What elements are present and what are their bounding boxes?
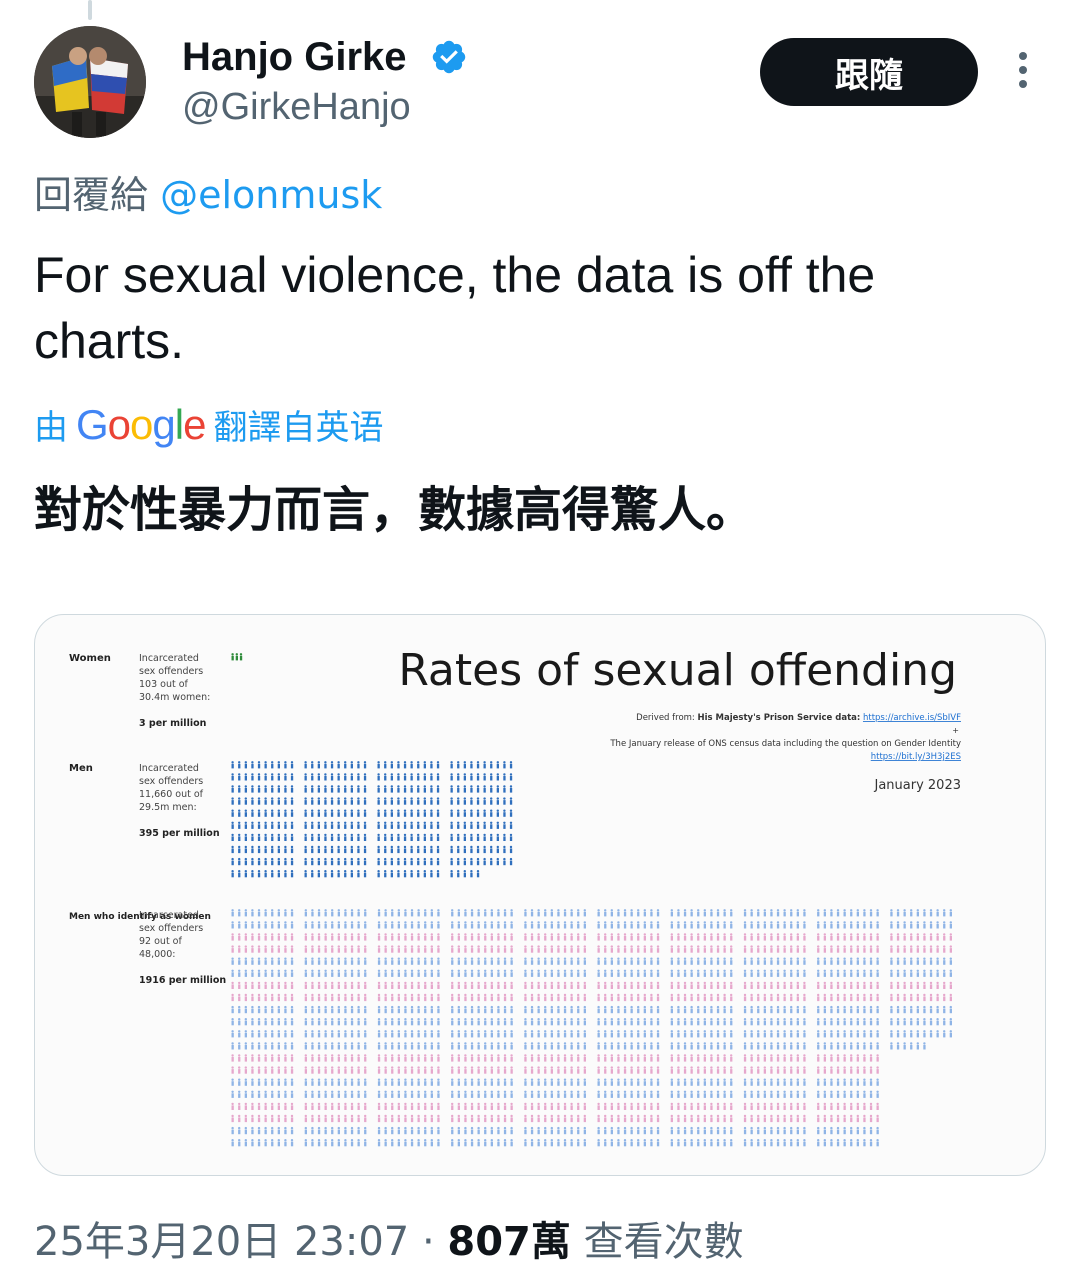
group-desc-line: 11,660 out of: [139, 789, 204, 800]
group-desc-line: 103 out of: [139, 679, 189, 690]
group-label-men: Men: [69, 763, 93, 774]
group-desc-line: 30.4m women:: [139, 692, 210, 703]
group-desc-line: 92 out of: [139, 936, 182, 947]
icon-grid-men: [231, 761, 513, 878]
translation-from: 翻譯自英语: [213, 408, 384, 448]
infographic-date: January 2023: [874, 778, 962, 793]
reply-prefix: 回覆給: [34, 173, 149, 217]
group-rate: 3 per million: [139, 718, 207, 729]
group-rate: 1916 per million: [139, 975, 226, 986]
reply-context: 回覆給 @elonmusk: [34, 172, 382, 218]
infographic-title: Rates of sexual offending: [398, 645, 957, 696]
tweet-text: For sexual violence, the data is off the…: [34, 247, 876, 369]
view-count-label: 查看次數: [570, 1219, 744, 1265]
icon-grid-women: [231, 653, 243, 661]
follow-button[interactable]: 跟隨: [760, 38, 978, 106]
author-handle[interactable]: @GirkeHanjo: [182, 86, 411, 128]
translation-by: 由: [34, 408, 68, 448]
translation-attribution[interactable]: 由 Google 翻譯自英语: [34, 400, 383, 449]
group-rate: 395 per million: [139, 828, 220, 839]
view-count: 807萬: [447, 1219, 571, 1265]
meta-separator: ·: [409, 1219, 448, 1265]
group-desc-line: Incarcerated: [139, 910, 199, 921]
tweet-image[interactable]: Women Incarcerated sex offenders 103 out…: [34, 614, 1046, 1176]
author-name[interactable]: Hanjo Girke: [182, 35, 407, 79]
group-desc-line: Incarcerated: [139, 763, 199, 774]
source-line-1: Derived from: His Majesty's Prison Servi…: [636, 713, 961, 723]
group-desc-line: sex offenders: [139, 666, 203, 677]
group-label-trans: Men who identify as women: [69, 912, 211, 922]
source-plus: +: [952, 726, 959, 735]
google-logo: Google: [76, 400, 206, 448]
group-desc-line: 48,000:: [139, 949, 175, 960]
thread-connector-line: [88, 0, 92, 20]
group-desc-line: sex offenders: [139, 776, 203, 787]
group-desc-line: Incarcerated: [139, 653, 199, 664]
source-line-2: The January release of ONS census data i…: [609, 739, 961, 749]
infographic: Women Incarcerated sex offenders 103 out…: [69, 645, 962, 1147]
source-link-2: https://bit.ly/3H3j2ES: [871, 752, 961, 762]
icon-grid-trans: [231, 909, 952, 1147]
timestamp[interactable]: 25年3月20日 23:07: [34, 1219, 410, 1265]
verified-badge-icon: [432, 40, 466, 74]
reply-mention-link[interactable]: @elonmusk: [160, 173, 383, 217]
tweet-meta: 25年3月20日 23:07 · 807萬 查看次數: [34, 1214, 744, 1270]
group-label-women: Women: [69, 653, 111, 664]
translated-text: 對於性暴力而言，數據高得驚人。: [34, 482, 755, 538]
avatar[interactable]: [34, 26, 146, 138]
group-desc-line: sex offenders: [139, 923, 203, 934]
group-desc-line: 29.5m men:: [139, 802, 197, 813]
more-options-icon[interactable]: [1008, 52, 1038, 96]
